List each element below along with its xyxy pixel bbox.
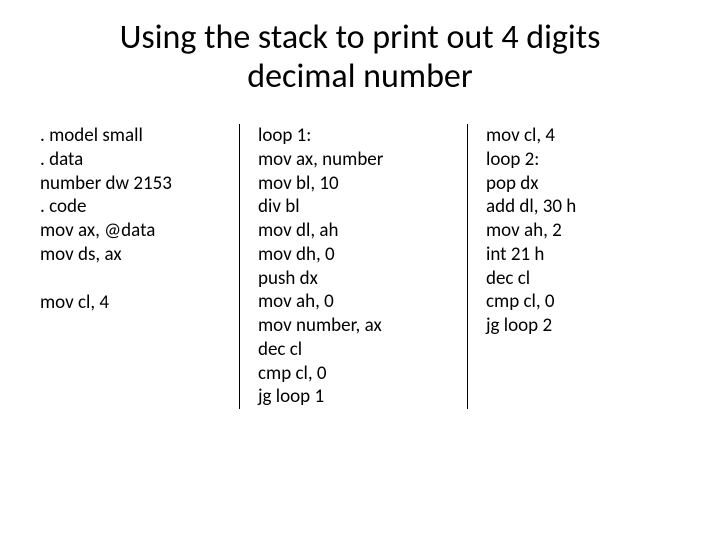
code-line: mov ah, 0 <box>258 290 449 314</box>
code-line: mov ds, ax <box>40 243 221 267</box>
code-columns: . model small . data number dw 2153 . co… <box>40 124 680 409</box>
code-line: pop dx <box>486 172 630 196</box>
title-line-2: decimal number <box>247 56 472 97</box>
code-column-2: loop 1: mov ax, number mov bl, 10 div bl… <box>240 124 468 409</box>
code-line: add dl, 30 h <box>486 195 630 219</box>
code-column-1: . model small . data number dw 2153 . co… <box>40 124 240 409</box>
code-line: mov dh, 0 <box>258 243 449 267</box>
code-line: mov dl, ah <box>258 219 449 243</box>
code-column-3: mov cl, 4 loop 2: pop dx add dl, 30 h mo… <box>468 124 648 409</box>
code-line: . data <box>40 148 221 172</box>
code-line: mov number, ax <box>258 314 449 338</box>
code-line: jg loop 1 <box>258 385 449 409</box>
code-line: cmp cl, 0 <box>486 290 630 314</box>
code-line: mov bl, 10 <box>258 172 449 196</box>
code-line: int 21 h <box>486 243 630 267</box>
code-line: div bl <box>258 195 449 219</box>
code-line: dec cl <box>258 338 449 362</box>
code-line: number dw 2153 <box>40 172 221 196</box>
slide-title: Using the stack to print out 4 digits de… <box>40 18 680 96</box>
code-line: mov ax, number <box>258 148 449 172</box>
blank-line <box>40 267 221 291</box>
code-line: push dx <box>258 267 449 291</box>
code-line: mov ax, @data <box>40 219 221 243</box>
code-line: jg loop 2 <box>486 314 630 338</box>
code-line: loop 2: <box>486 148 630 172</box>
code-line: mov cl, 4 <box>40 291 221 315</box>
slide: Using the stack to print out 4 digits de… <box>0 0 720 540</box>
code-line: loop 1: <box>258 124 449 148</box>
code-line: . code <box>40 195 221 219</box>
code-line: dec cl <box>486 267 630 291</box>
code-line: mov cl, 4 <box>486 124 630 148</box>
code-line: cmp cl, 0 <box>258 362 449 386</box>
code-line: mov ah, 2 <box>486 219 630 243</box>
title-line-1: Using the stack to print out 4 digits <box>120 17 601 58</box>
code-line: . model small <box>40 124 221 148</box>
